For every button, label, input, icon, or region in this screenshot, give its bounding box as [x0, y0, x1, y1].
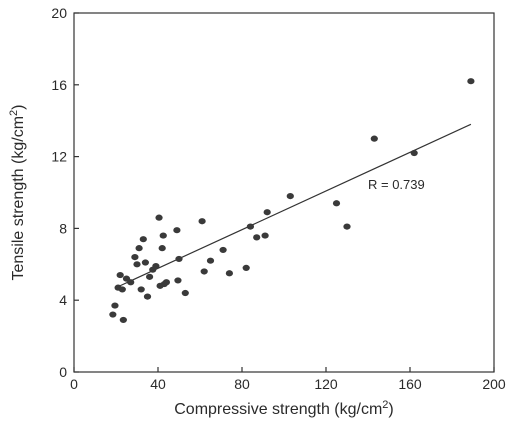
data-point: [261, 232, 269, 239]
data-point: [119, 316, 127, 324]
data-point: [219, 246, 227, 254]
data-point: [181, 289, 189, 297]
data-point: [111, 302, 119, 309]
x-tick-label: 0: [70, 376, 78, 392]
data-point: [332, 200, 341, 207]
data-point: [242, 264, 250, 271]
data-point: [225, 270, 233, 277]
data-point: [152, 262, 160, 270]
data-point: [370, 135, 378, 142]
y-tick-label: 8: [59, 220, 67, 236]
x-tick-label: 80: [234, 376, 250, 392]
data-point: [198, 218, 206, 225]
data-point: [137, 286, 145, 293]
y-tick-label: 20: [51, 5, 67, 21]
data-point: [175, 255, 183, 263]
data-point: [410, 149, 418, 157]
data-point: [162, 279, 170, 286]
data-point: [246, 223, 254, 230]
x-axis-title: Compressive strength (kg/cm2): [174, 399, 394, 418]
data-point: [343, 223, 351, 230]
data-point: [118, 286, 126, 293]
data-point: [467, 78, 475, 85]
x-tick-label: 120: [314, 376, 338, 392]
y-tick-label: 16: [51, 77, 67, 93]
x-tick-label: 160: [398, 376, 422, 392]
data-point: [159, 232, 167, 239]
data-point: [139, 236, 147, 243]
axis-ticks: [73, 12, 495, 373]
y-tick-label: 4: [59, 292, 67, 308]
data-point: [200, 268, 208, 275]
data-point: [141, 259, 149, 266]
y-axis-title: Tensile strength (kg/cm2): [8, 105, 27, 281]
data-point: [143, 293, 152, 300]
plot-area-frame: [73, 12, 495, 373]
correlation-annotation: R = 0.739: [368, 177, 425, 192]
data-point: [286, 192, 294, 200]
axis-tick-labels: 0 40 80 120 160 200 0 4 8 12 16 20: [51, 5, 505, 392]
data-points: [109, 78, 475, 324]
data-point: [146, 273, 154, 280]
data-point: [135, 245, 143, 252]
data-point: [206, 257, 215, 264]
data-point: [116, 271, 124, 279]
data-point: [263, 209, 271, 216]
y-tick-label: 0: [59, 364, 67, 380]
data-point: [253, 234, 261, 241]
x-tick-label: 200: [482, 376, 506, 392]
data-point: [158, 245, 166, 252]
data-point: [109, 311, 117, 318]
data-point: [174, 277, 182, 284]
data-point: [131, 254, 139, 261]
data-point: [127, 279, 135, 286]
y-tick-label: 12: [51, 149, 67, 165]
data-point: [155, 214, 163, 221]
x-tick-label: 40: [150, 376, 166, 392]
data-point: [173, 227, 181, 234]
data-point: [133, 261, 141, 268]
